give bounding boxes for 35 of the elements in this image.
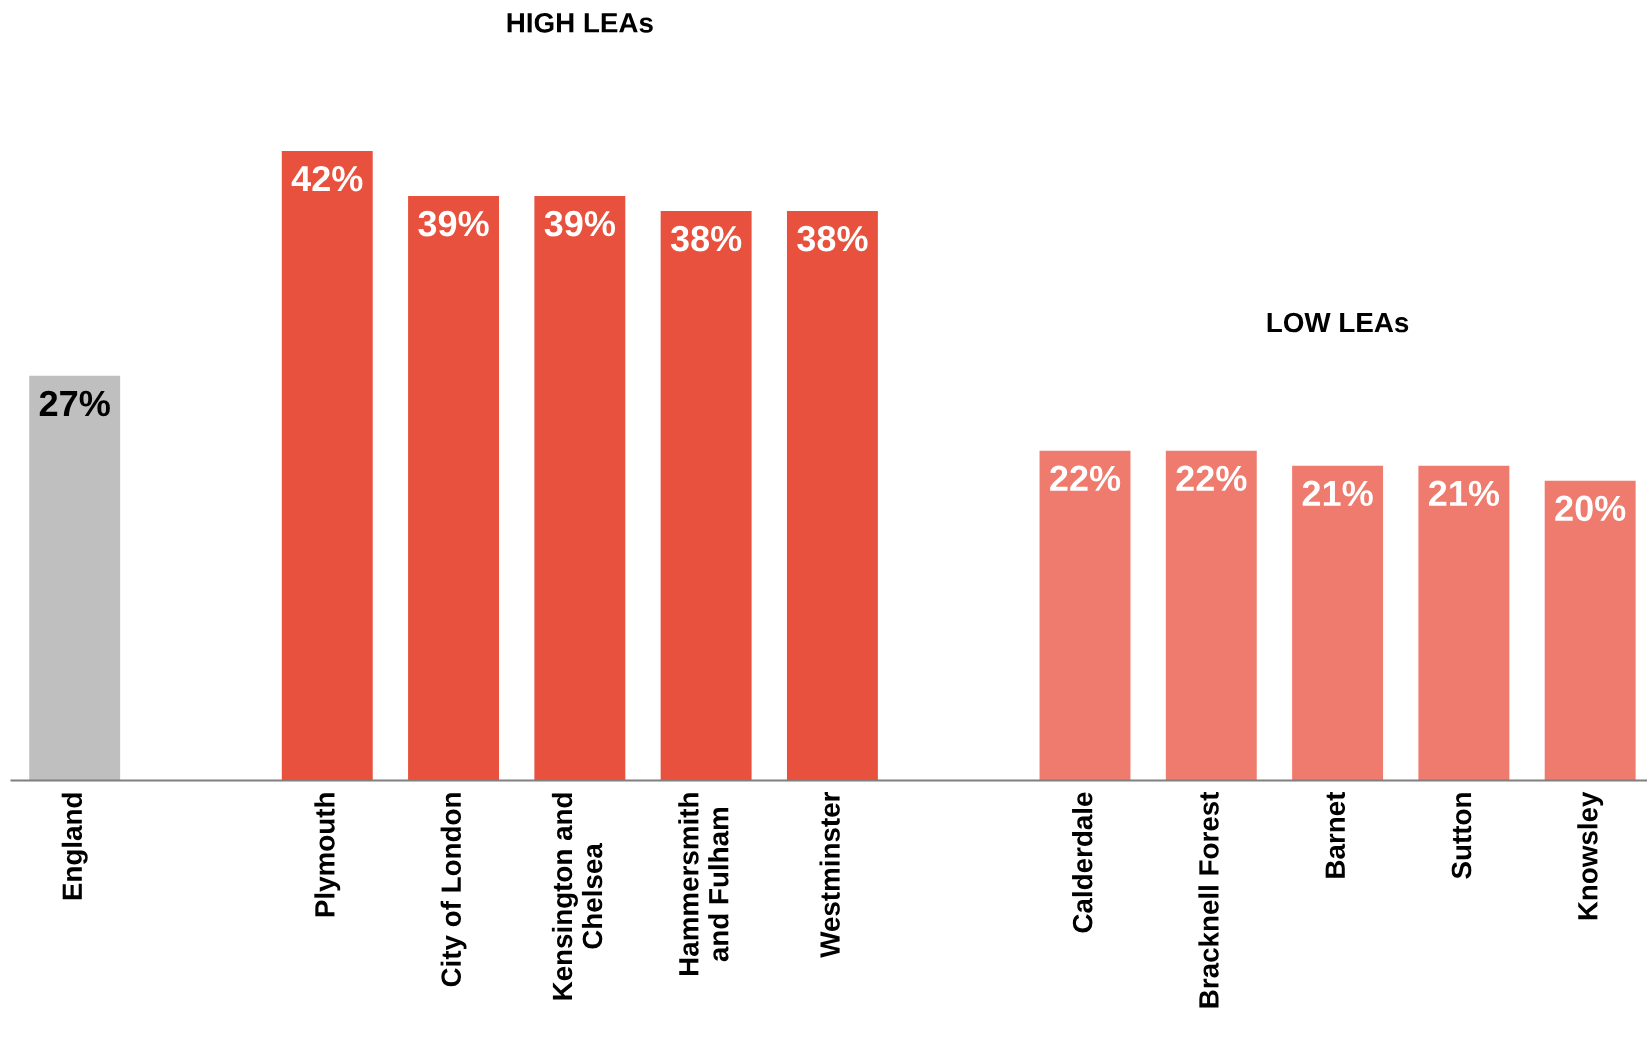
x-tick-label: Hammersmith and Fulham	[678, 793, 729, 975]
data-label: 20%	[1555, 495, 1626, 522]
data-label: 39%	[418, 210, 489, 237]
bar	[408, 196, 500, 781]
annotation: LOW LEAs	[1267, 312, 1409, 333]
data-label: 38%	[797, 225, 868, 252]
x-tick-label: England	[61, 793, 88, 900]
data-label: 39%	[544, 210, 616, 237]
x-tick-label: City of London	[440, 793, 467, 987]
data-label: 22%	[1050, 465, 1121, 492]
bar	[1165, 450, 1257, 781]
data-label: 42%	[291, 165, 363, 192]
text: HIGH LEAs	[507, 12, 653, 33]
data-label: 21%	[1302, 480, 1373, 507]
data-label: 22%	[1176, 465, 1247, 492]
bar	[1418, 465, 1510, 781]
data-label: 38%	[670, 225, 742, 252]
data-label: 27%	[39, 390, 110, 417]
bar	[1544, 480, 1636, 781]
bar	[660, 211, 752, 781]
x-tick-label: Kensington and Chelsea	[551, 793, 603, 1000]
x-tick-label: Barnet	[1325, 791, 1346, 878]
x-tick-label: Calderdale	[1072, 792, 1093, 933]
x-tick-label: Plymouth	[314, 793, 341, 917]
bar	[29, 375, 121, 781]
x-tick-label: Sutton	[1451, 793, 1472, 879]
bar	[1039, 450, 1131, 781]
x-tick-label: Westminster	[819, 791, 840, 958]
bar	[281, 151, 373, 781]
bar	[534, 196, 626, 781]
bar	[1292, 465, 1384, 781]
x-tick-label: Bracknell Forest	[1198, 791, 1219, 1008]
data-label: 21%	[1428, 480, 1500, 507]
x-tick-label: Knowsley	[1577, 791, 1604, 920]
bar	[786, 211, 878, 781]
